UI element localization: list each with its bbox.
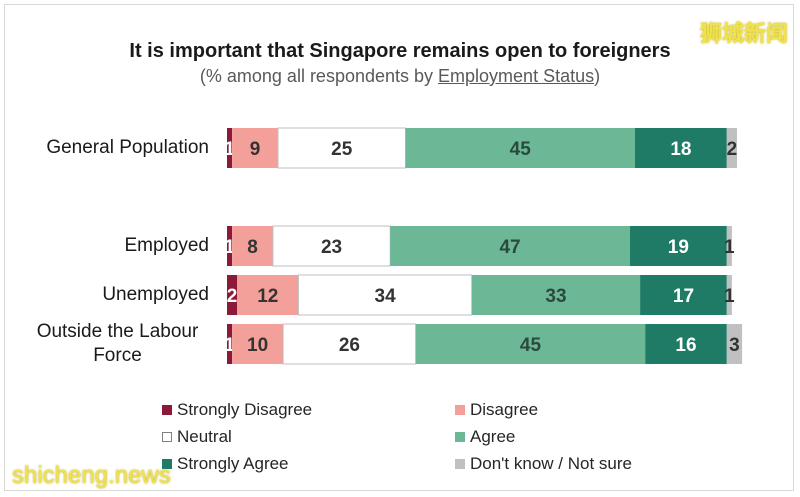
bar-segment (227, 324, 233, 364)
data-label: 23 (321, 237, 342, 258)
bar-segment (390, 226, 630, 266)
bar-segment (227, 226, 233, 266)
category-label: General Population (46, 137, 209, 158)
chart-subtitle: (% among all respondents by Employment S… (0, 66, 800, 87)
bar-segment (635, 128, 727, 168)
bar-segment (726, 324, 743, 364)
bar-segment (297, 274, 473, 316)
bar-segment (272, 225, 391, 267)
data-label: 1 (224, 335, 235, 356)
data-label: 9 (250, 139, 261, 160)
subtitle-prefix: (% among all respondents by (199, 66, 439, 86)
bar-segment (232, 226, 273, 266)
legend-item: Strongly Disagree (162, 400, 312, 420)
legend-item: Agree (455, 427, 515, 447)
data-label: 47 (499, 237, 520, 258)
bar-segment (232, 324, 284, 364)
bar-segment (237, 275, 299, 315)
data-label: 17 (673, 286, 694, 307)
data-label: 3 (729, 335, 740, 356)
bar-segment (629, 226, 727, 266)
legend-swatch (162, 432, 172, 442)
legend-swatch (455, 432, 465, 442)
legend-label: Neutral (177, 427, 232, 446)
legend-label: Strongly Disagree (177, 400, 313, 419)
bar-segment (471, 275, 641, 315)
legend-item: Don't know / Not sure (455, 454, 632, 474)
bar-segment (227, 275, 238, 315)
data-label: 19 (668, 237, 689, 258)
data-label: 16 (675, 335, 696, 356)
data-label: 33 (545, 286, 566, 307)
category-label: Unemployed (102, 284, 209, 305)
data-label: 1 (724, 286, 735, 307)
bar-segment (726, 226, 732, 266)
data-label: 8 (247, 237, 258, 258)
bar-segment (726, 275, 732, 315)
legend-swatch (162, 405, 172, 415)
bar-segment (282, 323, 417, 365)
chart-title: It is important that Singapore remains o… (129, 40, 671, 62)
legend-swatch (162, 459, 172, 469)
watermark-logo-cn: 狮城新闻 (699, 22, 788, 47)
category-label: Outside the Labour Force (36, 321, 199, 366)
legend-swatch (455, 405, 465, 415)
bar-segment (726, 128, 737, 168)
data-label: 45 (520, 335, 542, 356)
data-label: 1 (224, 139, 235, 160)
data-label: 26 (339, 335, 360, 356)
data-label: 1 (724, 237, 735, 258)
bar-segment (640, 275, 727, 315)
bar-segment (227, 128, 233, 168)
legend-label: Strongly Agree (177, 454, 289, 473)
bar-segment (405, 128, 635, 168)
subtitle-suffix: ) (594, 66, 601, 86)
watermark-logo-en: shicheng.news (12, 462, 171, 489)
legend-swatch (455, 459, 465, 469)
data-label: 45 (510, 139, 532, 160)
data-label: 18 (670, 139, 691, 160)
legend-label: Disagree (470, 400, 539, 419)
bar-segment (277, 127, 406, 169)
data-label: 10 (247, 335, 268, 356)
legend-label: Agree (470, 427, 516, 446)
subtitle-employment-status: Employment Status (438, 66, 595, 86)
legend-item: Disagree (455, 400, 538, 420)
data-label: 25 (331, 139, 353, 160)
data-label: 1 (224, 237, 235, 258)
legend-label: Don't know / Not sure (470, 454, 632, 473)
bar-segment (415, 324, 646, 364)
data-label: 12 (257, 286, 278, 307)
chart-frame (4, 4, 794, 491)
legend-item: Strongly Agree (162, 454, 289, 474)
data-label: 2 (727, 139, 738, 160)
category-label: Employed (124, 235, 210, 256)
data-label: 34 (375, 286, 397, 307)
bar-segment (645, 324, 727, 364)
legend-item: Neutral (162, 427, 232, 447)
bar-segment (232, 128, 278, 168)
data-label: 2 (227, 286, 238, 307)
